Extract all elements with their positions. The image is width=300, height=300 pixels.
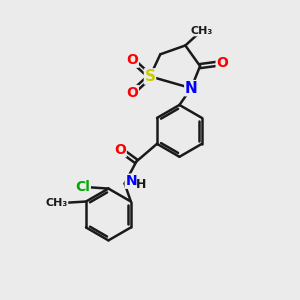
Text: O: O	[126, 85, 138, 100]
Text: N: N	[185, 81, 198, 96]
Text: CH₃: CH₃	[45, 198, 68, 208]
Text: CH₃: CH₃	[190, 26, 213, 36]
Text: O: O	[126, 53, 138, 67]
Text: H: H	[136, 178, 146, 191]
Text: N: N	[125, 174, 137, 188]
Text: O: O	[216, 56, 228, 70]
Text: S: S	[145, 69, 155, 84]
Text: O: O	[114, 143, 126, 157]
Text: Cl: Cl	[75, 180, 90, 194]
